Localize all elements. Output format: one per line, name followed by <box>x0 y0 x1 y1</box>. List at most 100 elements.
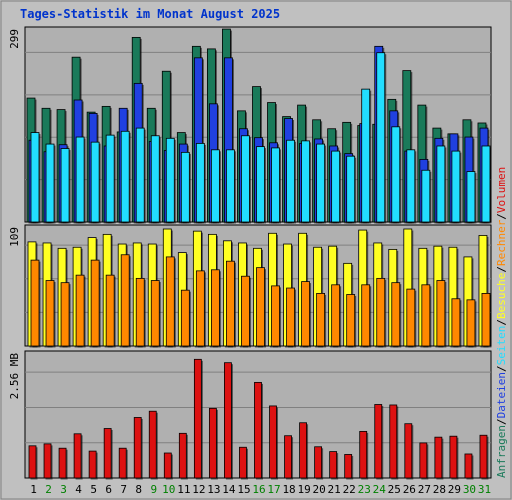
day-label-28: 28 <box>433 483 446 496</box>
day-label-14: 14 <box>222 483 236 496</box>
day-label-31: 31 <box>478 483 491 496</box>
bar-volumen-day-3 <box>58 447 67 479</box>
day-label-30: 30 <box>463 483 476 496</box>
day-label-24: 24 <box>373 483 387 496</box>
bar-volumen-day-13 <box>208 407 217 479</box>
day-label-9: 9 <box>150 483 157 496</box>
bar-volumen-day-11 <box>178 432 187 479</box>
bar-volumen-day-6 <box>103 428 112 479</box>
day-label-1: 1 <box>30 483 37 496</box>
legend-item: / <box>495 418 508 425</box>
day-label-12: 12 <box>192 483 205 496</box>
panel-2-max-label: 109 <box>8 227 21 247</box>
legend-item: / <box>495 213 508 220</box>
day-label-16: 16 <box>252 483 265 496</box>
bar-rechner-day-15 <box>241 275 250 347</box>
bar-seiten-day-2 <box>45 143 55 223</box>
bar-seiten-day-29 <box>451 150 461 223</box>
day-label-27: 27 <box>418 483 431 496</box>
day-label-3: 3 <box>60 483 67 496</box>
bar-rechner-day-5 <box>90 259 100 347</box>
day-label-19: 19 <box>297 483 310 496</box>
panel-3-max-label: 2.56 MB <box>8 353 21 400</box>
bar-volumen-day-17 <box>269 405 277 479</box>
bar-seiten-day-13 <box>210 149 220 223</box>
bar-volumen-day-16 <box>254 381 262 479</box>
bar-seiten-day-7 <box>120 130 130 223</box>
bar-volumen-day-28 <box>434 436 443 479</box>
bar-seiten-day-6 <box>105 134 115 223</box>
day-label-11: 11 <box>177 483 190 496</box>
bar-seiten-day-10 <box>165 137 175 223</box>
bar-seiten-day-25 <box>391 126 401 223</box>
legend-item: Dateien <box>495 372 508 418</box>
bar-volumen-day-1 <box>28 445 37 479</box>
bar-seiten-day-8 <box>135 127 145 223</box>
legend-item: / <box>495 266 508 273</box>
bar-seiten-day-12 <box>195 143 205 223</box>
bar-seiten-day-23 <box>361 88 371 223</box>
legend-item: / <box>495 319 508 326</box>
bar-volumen-day-14 <box>224 362 232 479</box>
bar-rechner-day-11 <box>180 289 190 347</box>
bar-rechner-day-30 <box>466 299 476 347</box>
bar-volumen-day-12 <box>193 358 202 479</box>
bar-seiten-day-21 <box>331 150 341 223</box>
bar-volumen-day-18 <box>284 435 292 479</box>
day-label-21: 21 <box>328 483 341 496</box>
bar-seiten-day-27 <box>421 169 431 223</box>
bar-seiten-day-17 <box>271 147 280 223</box>
day-label-17: 17 <box>267 483 280 496</box>
day-label-6: 6 <box>105 483 112 496</box>
bar-rechner-day-1 <box>30 259 40 347</box>
bar-rechner-day-14 <box>226 260 235 347</box>
legend-item: Volumen <box>495 167 508 213</box>
bar-volumen-day-31 <box>479 434 488 479</box>
bar-volumen-day-29 <box>449 435 458 479</box>
bar-rechner-day-3 <box>60 282 70 347</box>
bar-rechner-day-2 <box>45 280 55 347</box>
bar-volumen-day-30 <box>464 453 473 479</box>
bar-volumen-day-27 <box>419 442 428 479</box>
day-label-4: 4 <box>75 483 82 496</box>
bar-rechner-day-12 <box>195 270 205 347</box>
bar-seiten-day-15 <box>241 135 250 223</box>
bar-rechner-day-18 <box>286 287 295 347</box>
bar-rechner-day-22 <box>346 294 356 347</box>
bar-rechner-day-16 <box>256 267 265 347</box>
bar-volumen-day-24 <box>374 404 383 479</box>
bar-seiten-day-18 <box>286 139 295 223</box>
bar-rechner-day-20 <box>316 293 326 347</box>
bar-volumen-day-5 <box>88 450 97 479</box>
bar-seiten-day-9 <box>150 135 160 223</box>
bar-rechner-day-21 <box>331 284 341 347</box>
legend-item: Anfragen <box>495 425 508 478</box>
bar-rechner-day-13 <box>210 269 220 347</box>
chart-title: Tages-Statistik im Monat August 2025 <box>20 7 280 21</box>
bar-seiten-day-3 <box>60 148 70 223</box>
bar-rechner-day-29 <box>451 298 461 347</box>
bar-volumen-day-26 <box>404 423 413 479</box>
day-label-2: 2 <box>45 483 52 496</box>
bar-volumen-day-22 <box>344 454 353 479</box>
bar-rechner-day-24 <box>376 277 386 347</box>
bar-seiten-day-16 <box>256 146 265 223</box>
day-label-8: 8 <box>135 483 142 496</box>
bar-rechner-day-17 <box>271 285 280 347</box>
day-label-20: 20 <box>313 483 326 496</box>
bar-rechner-day-25 <box>391 282 401 347</box>
legend-item: Besuche <box>495 273 508 319</box>
bar-volumen-day-15 <box>239 446 247 479</box>
legend-item: / <box>495 365 508 372</box>
day-label-7: 7 <box>120 483 127 496</box>
bar-seiten-day-30 <box>466 171 476 223</box>
bar-rechner-day-26 <box>406 288 416 347</box>
bar-seiten-day-22 <box>346 155 356 223</box>
bar-volumen-day-19 <box>299 422 307 479</box>
bar-rechner-day-4 <box>75 274 85 347</box>
bar-rechner-day-8 <box>135 277 145 347</box>
day-label-18: 18 <box>282 483 295 496</box>
bar-seiten-day-11 <box>180 151 190 223</box>
